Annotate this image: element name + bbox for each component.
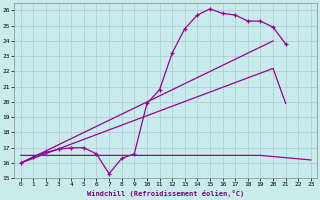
X-axis label: Windchill (Refroidissement éolien,°C): Windchill (Refroidissement éolien,°C) (87, 190, 244, 197)
